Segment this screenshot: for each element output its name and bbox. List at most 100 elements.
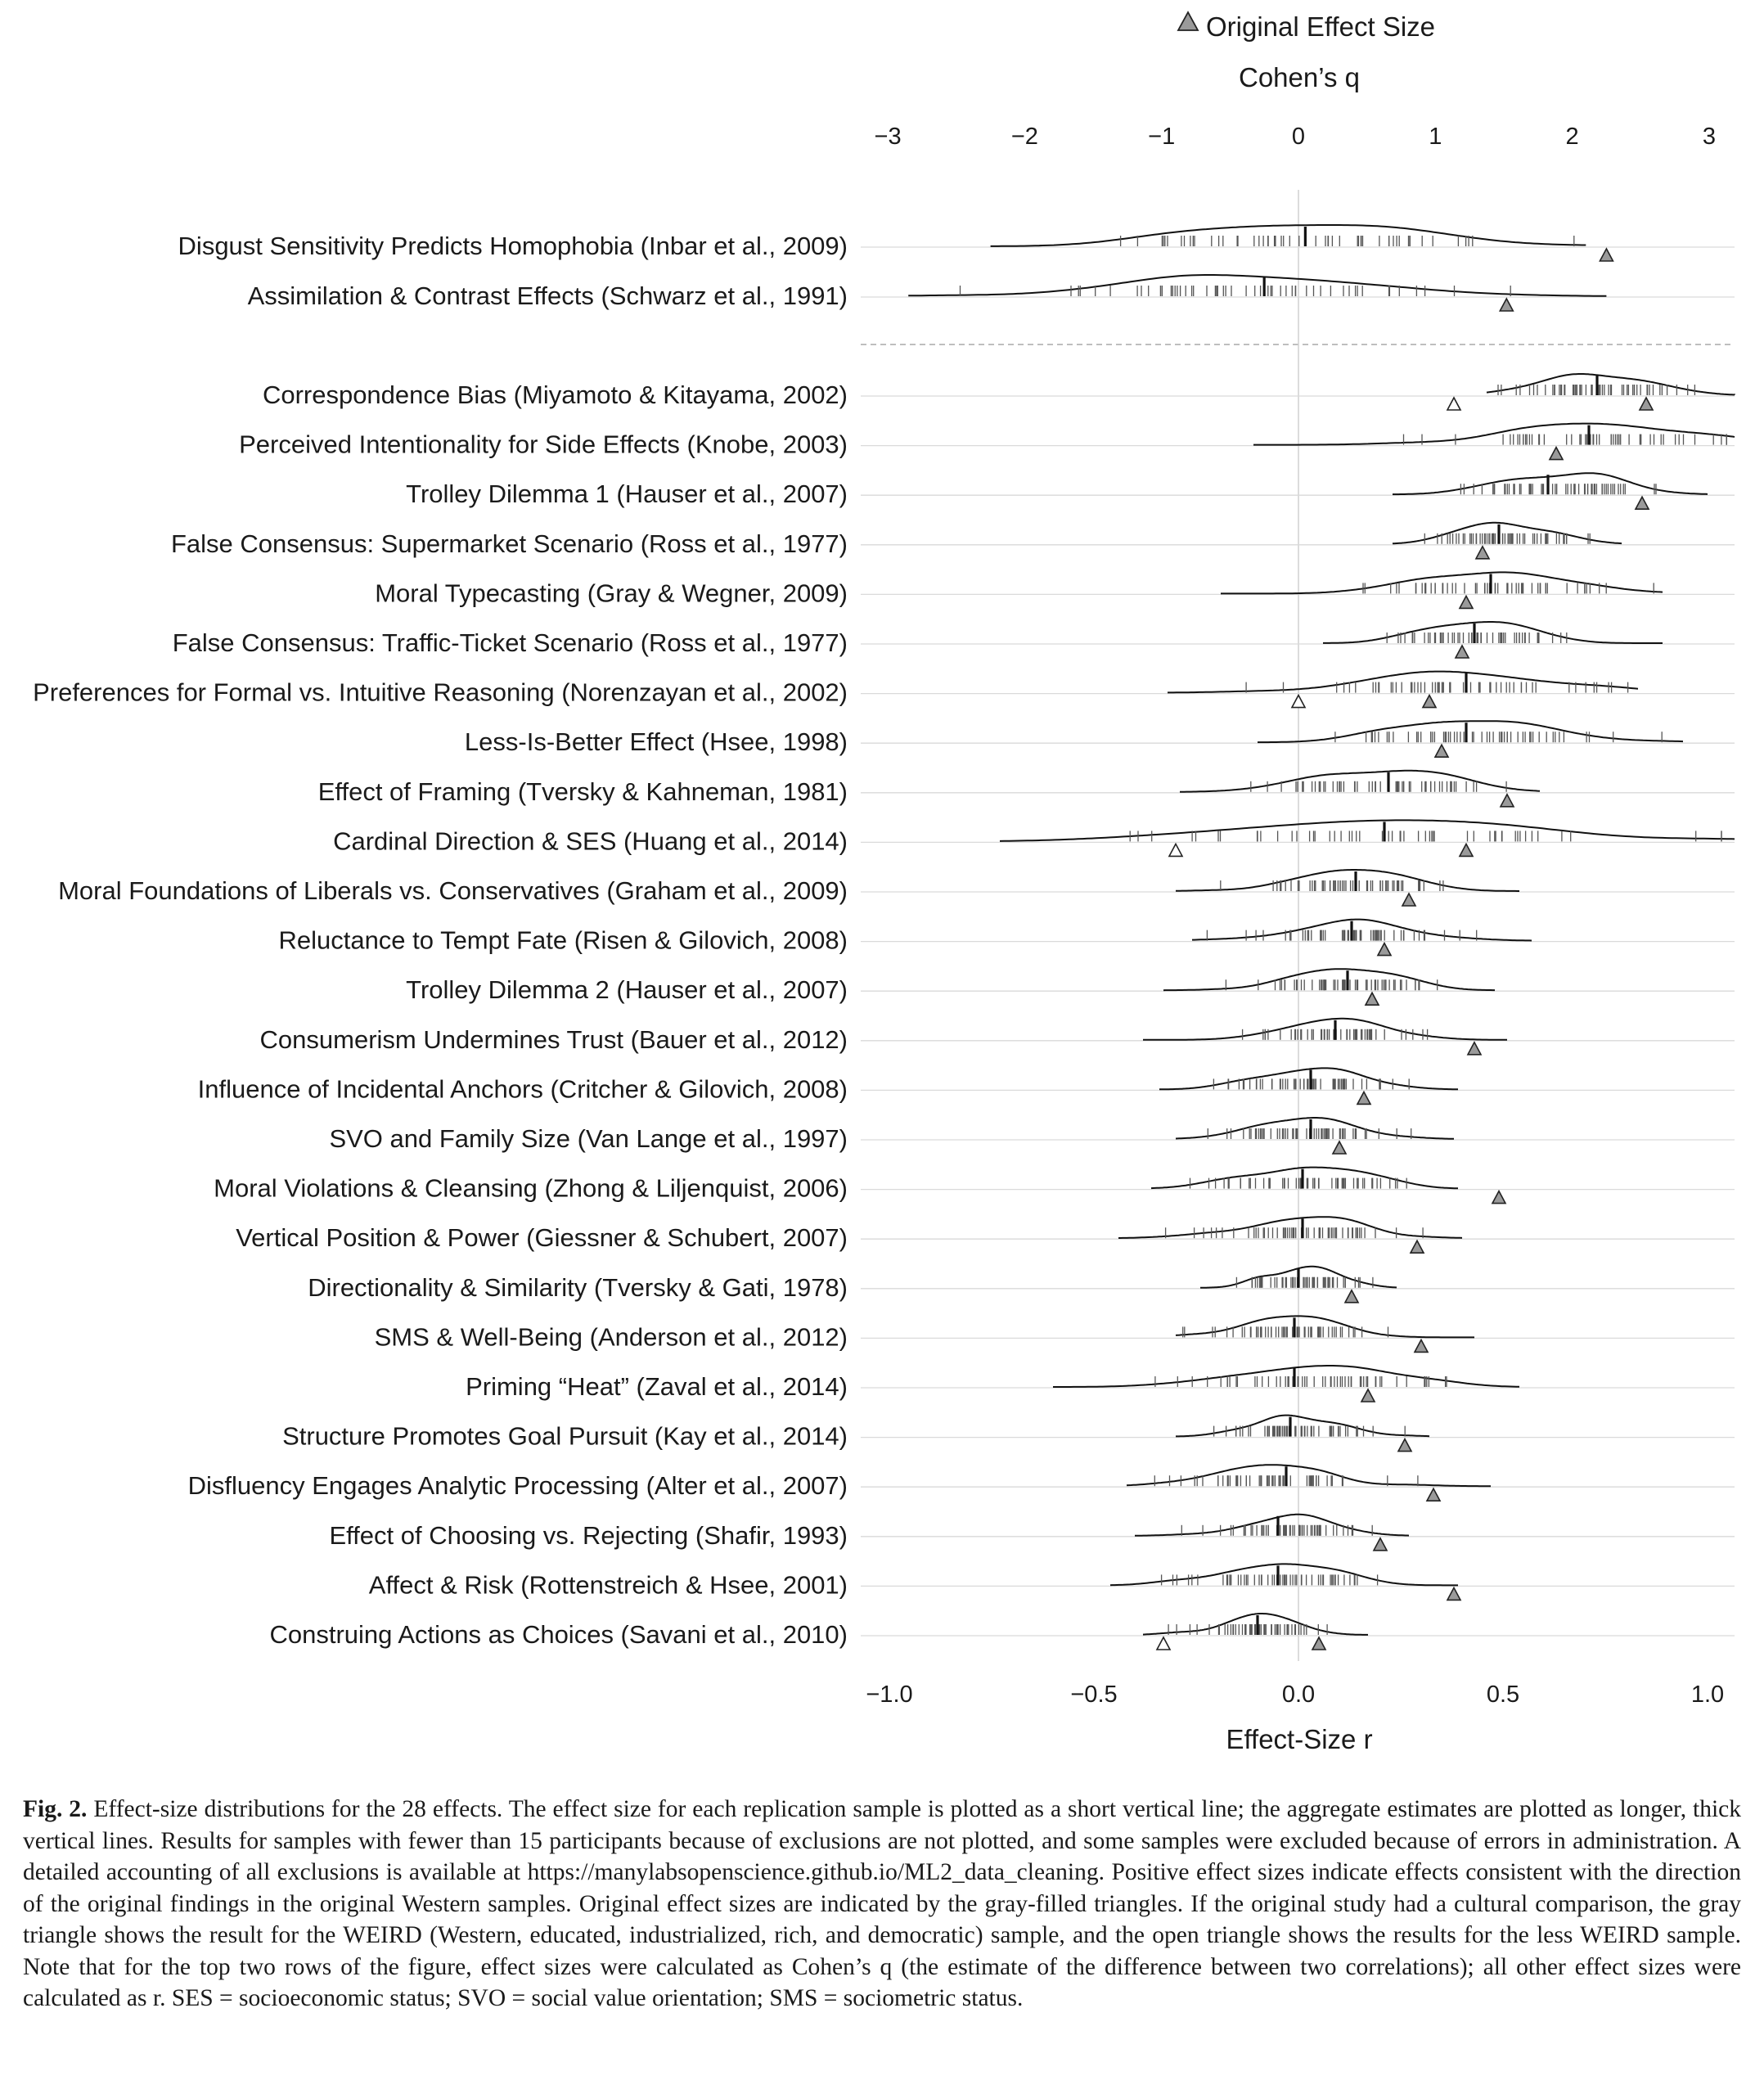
original-effect-triangle-icon: [1425, 1487, 1442, 1501]
effect-row: Effect of Choosing vs. Rejecting (Shafir…: [329, 1513, 1735, 1551]
original-effect-triangle-icon: [1446, 1586, 1462, 1601]
original-effect-triangle-icon: [1491, 1189, 1507, 1204]
effect-row: Reluctance to Tempt Fate (Risen & Gilovi…: [278, 918, 1735, 957]
original-effect-triangle-icon: [1376, 941, 1393, 957]
bottom-tick-label: −0.5: [1070, 1682, 1117, 1708]
effect-row: Affect & Risk (Rottenstreich & Hsee, 200…: [369, 1563, 1735, 1601]
original-effect-triangle-icon: [1360, 1388, 1376, 1402]
effect-label: Construing Actions as Choices (Savani et…: [270, 1620, 848, 1649]
density-curve: [1109, 1563, 1458, 1587]
effect-label: Cardinal Direction & SES (Huang et al., …: [333, 826, 848, 855]
effect-label: Influence of Incidental Anchors (Critche…: [198, 1074, 848, 1103]
effect-label: Effect of Framing (Tversky & Kahneman, 1…: [318, 777, 848, 806]
effect-label: Effect of Choosing vs. Rejecting (Shafir…: [329, 1521, 848, 1550]
density-curve: [1168, 670, 1639, 694]
effect-row: Less-Is-Better Effect (Hsee, 1998): [465, 720, 1735, 759]
legend-label: Original Effect Size: [1206, 11, 1435, 42]
bottom-tick-label: 0.0: [1282, 1682, 1315, 1708]
effect-label: Vertical Position & Power (Giessner & Sc…: [236, 1223, 848, 1252]
effect-label: Structure Promotes Goal Pursuit (Kay et …: [282, 1422, 848, 1451]
effect-label: Trolley Dilemma 1 (Hauser et al., 2007): [406, 479, 848, 508]
effect-label: Affect & Risk (Rottenstreich & Hsee, 200…: [369, 1570, 848, 1599]
density-curve: [1142, 1613, 1368, 1636]
original-effect-triangle-icon: [1356, 1090, 1372, 1105]
effect-label: SMS & Well-Being (Anderson et al., 2012): [375, 1322, 848, 1351]
original-effect-triangle-icon: [1458, 594, 1474, 610]
original-effect-triangle-icon: [1311, 1636, 1327, 1650]
density-curve: [1221, 571, 1663, 595]
original-effect-triangle-icon: [1466, 1041, 1483, 1056]
effect-label: Assimilation & Contrast Effects (Schwarz…: [248, 281, 848, 310]
effect-row: Structure Promotes Goal Pursuit (Kay et …: [282, 1414, 1735, 1452]
effect-row: Effect of Framing (Tversky & Kahneman, 1…: [318, 769, 1735, 808]
effect-row: Influence of Incidental Anchors (Critche…: [198, 1067, 1735, 1105]
effect-label: SVO and Family Size (Van Lange et al., 1…: [329, 1124, 848, 1153]
density-curve: [1053, 1365, 1519, 1388]
density-curve: [1135, 1513, 1410, 1537]
effect-label: Priming “Heat” (Zaval et al., 2014): [466, 1372, 848, 1401]
effect-row: Assimilation & Contrast Effects (Schwarz…: [248, 274, 1735, 312]
top-tick-label: −3: [875, 124, 902, 150]
original-effect-triangle-icon: [1372, 1537, 1388, 1551]
effect-label: Moral Typecasting (Gray & Wegner, 2009): [375, 579, 848, 607]
effect-label: Moral Foundations of Liberals vs. Conser…: [58, 876, 848, 905]
effect-label: False Consensus: Supermarket Scenario (R…: [171, 529, 848, 558]
effect-row: SMS & Well-Being (Anderson et al., 2012): [375, 1315, 1735, 1353]
less-weird-effect-triangle-icon: [1168, 842, 1184, 858]
less-weird-effect-triangle-icon: [1155, 1636, 1172, 1650]
effect-label: False Consensus: Traffic-Ticket Scenario…: [173, 628, 848, 657]
density-curve: [990, 224, 1586, 247]
effect-label: Less-Is-Better Effect (Hsee, 1998): [465, 727, 848, 756]
effect-rows: Disgust Sensitivity Predicts Homophobia …: [33, 190, 1735, 1661]
density-curve: [1180, 769, 1541, 793]
less-weird-effect-triangle-icon: [1446, 396, 1462, 411]
original-effect-triangle-icon: [1548, 445, 1564, 461]
original-effect-triangle-icon: [1397, 1437, 1413, 1452]
effect-row: Cardinal Direction & SES (Huang et al., …: [333, 819, 1735, 858]
density-curve: [1150, 1166, 1458, 1190]
original-effect-triangle-icon: [1638, 396, 1654, 411]
top-tick-label: −1: [1148, 124, 1175, 150]
effect-label: Perceived Intentionality for Side Effect…: [239, 430, 848, 459]
bottom-axis-title: Effect-Size r: [1226, 1724, 1372, 1754]
effect-row: Vertical Position & Power (Giessner & Sc…: [236, 1216, 1735, 1254]
bottom-tick-label: 0.5: [1487, 1682, 1519, 1708]
effect-label: Reluctance to Tempt Fate (Risen & Gilovi…: [278, 926, 848, 955]
original-effect-triangle-icon: [1343, 1289, 1360, 1303]
legend: Original Effect Size: [1177, 11, 1435, 42]
density-curve: [1393, 472, 1708, 496]
effect-row: Moral Violations & Cleansing (Zhong & Li…: [214, 1166, 1735, 1204]
top-tick-label: 2: [1566, 124, 1579, 150]
original-effect-triangle-icon: [1634, 495, 1650, 511]
top-axis-ticks: −3 −2 −1 0 1 2 3: [875, 124, 1716, 150]
figure-caption: Fig. 2. Effect-size distributions for th…: [23, 1794, 1741, 2015]
effect-label: Disfluency Engages Analytic Processing (…: [188, 1471, 848, 1500]
density-curve: [1323, 621, 1663, 644]
bottom-tick-label: 1.0: [1691, 1682, 1724, 1708]
effect-label: Correspondence Bias (Miyamoto & Kitayama…: [263, 380, 848, 409]
top-tick-label: 3: [1703, 124, 1716, 150]
effect-label: Preferences for Formal vs. Intuitive Rea…: [33, 678, 848, 707]
original-effect-triangle-icon: [1433, 743, 1450, 759]
density-curve: [1392, 521, 1622, 545]
density-curve: [908, 274, 1607, 297]
density-curve: [1175, 1315, 1474, 1339]
bottom-tick-label: −1.0: [866, 1682, 912, 1708]
original-effect-triangle-icon: [1421, 693, 1438, 709]
effect-label: Disgust Sensitivity Predicts Homophobia …: [178, 232, 848, 260]
density-curve: [1258, 720, 1684, 744]
original-effect-triangle-icon: [1458, 842, 1474, 858]
density-curve: [1253, 422, 1735, 446]
original-effect-triangle-icon: [1401, 892, 1417, 907]
effect-row: Disgust Sensitivity Predicts Homophobia …: [178, 224, 1735, 262]
density-curve: [1143, 1017, 1507, 1041]
density-curve: [1159, 1067, 1458, 1091]
effect-row: Disfluency Engages Analytic Processing (…: [188, 1464, 1735, 1501]
density-curve: [1175, 1117, 1454, 1140]
effect-row: Perceived Intentionality for Side Effect…: [239, 422, 1735, 461]
effect-row: Trolley Dilemma 2 (Hauser et al., 2007): [406, 968, 1735, 1006]
density-curve: [1175, 869, 1519, 892]
original-effect-triangle-icon: [1498, 297, 1514, 312]
bottom-axis-ticks: −1.0 −0.5 0.0 0.5 1.0: [866, 1682, 1724, 1708]
original-effect-triangle-icon: [1499, 793, 1515, 808]
